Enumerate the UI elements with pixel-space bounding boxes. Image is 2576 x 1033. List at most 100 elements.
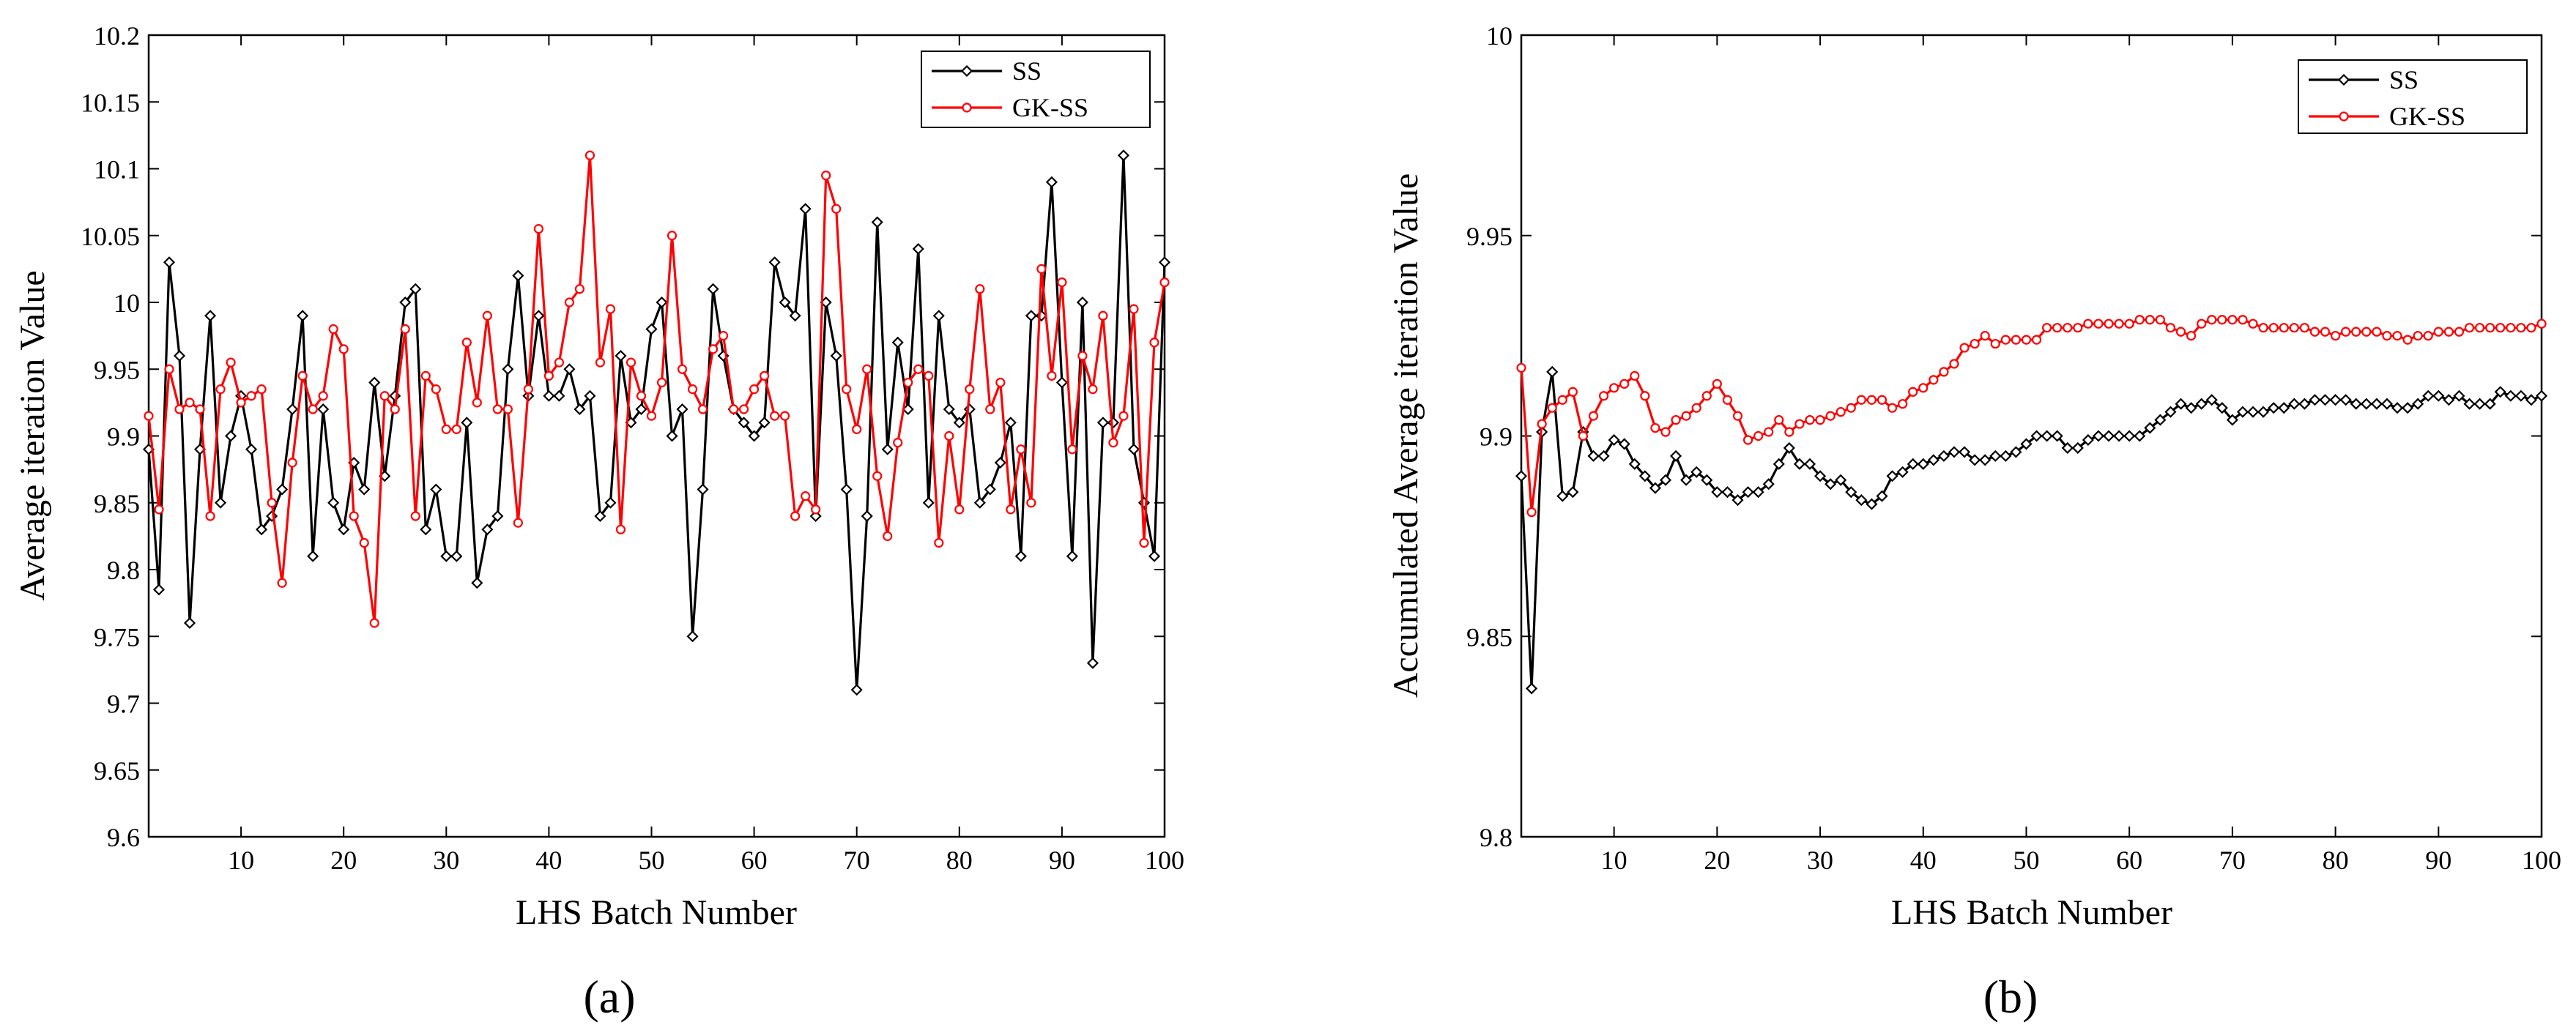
data-point [574,284,585,294]
data-point [1927,454,1940,466]
data-point [595,357,606,368]
data-point [2061,441,2074,454]
data-point [297,310,309,322]
data-point [2093,318,2104,329]
data-point [1866,395,1877,405]
data-point [1650,422,1660,433]
data-point [697,404,708,414]
data-point [2246,406,2260,418]
data-point [1793,458,1805,470]
x-tick-label: 80 [2323,846,2349,875]
data-point [2134,430,2146,442]
data-point [461,417,473,429]
data-point [1814,470,1827,482]
data-point [1886,470,1898,482]
data-point [338,523,350,536]
data-point [564,297,575,307]
data-point [1712,378,1722,389]
data-point [1515,470,1528,482]
data-point [2051,430,2063,442]
y-tick-label: 9.65 [94,756,140,786]
data-point [317,403,330,416]
data-point [2514,389,2527,402]
data-point [1057,277,1067,288]
data-point [1546,365,1559,378]
legend-label: GK-SS [2389,102,2465,131]
data-point [2402,335,2413,345]
data-point [2361,327,2372,337]
data-point [677,364,688,374]
data-point [2392,331,2402,341]
data-point [656,296,668,309]
data-point [830,349,842,362]
data-point [934,537,944,548]
data-point [1980,331,1990,341]
data-point [204,310,217,322]
data-point [2154,414,2167,426]
data-point [1671,414,1681,425]
data-point [513,518,523,528]
data-point [645,323,658,335]
data-point [831,204,842,214]
data-point [349,511,359,521]
x-axis-label: LHS Batch Number [516,893,797,932]
data-point [1753,430,1764,441]
data-point [984,483,996,496]
data-point [912,242,924,256]
data-point [1618,438,1630,450]
data-point [1845,486,1857,499]
data-point [1836,407,1846,417]
data-point [2525,394,2537,406]
data-point [1077,351,1088,361]
x-tick-label: 50 [638,846,664,875]
legend-item-gk-ss: GK-SS [932,93,1088,122]
data-point [760,370,770,381]
y-tick-label: 9.7 [107,690,140,719]
data-point [1784,427,1794,437]
data-point [790,511,801,521]
x-tick-label: 40 [535,846,562,875]
data-point [563,363,576,376]
data-point [749,384,760,395]
data-point [472,398,482,408]
x-tick-label: 60 [741,846,768,875]
data-point [2011,335,2021,345]
data-point [2217,315,2227,325]
data-point [2145,315,2155,325]
data-point [584,389,596,402]
data-point [811,504,821,515]
data-point [2494,386,2506,398]
data-point [1898,399,1908,409]
y-tick-label: 9.95 [1466,222,1512,251]
data-point [1979,454,1992,466]
data-point [152,583,166,596]
y-tick-label: 10.05 [81,222,140,251]
data-point [2102,430,2115,442]
data-point [1014,550,1027,562]
data-point [287,458,297,468]
data-point [2207,315,2217,325]
data-point [2083,318,2093,329]
data-point [872,471,883,481]
data-point [1649,482,1661,494]
data-point [2257,406,2270,418]
data-point [1619,378,1630,389]
data-point [1969,454,1981,466]
data-point [2205,394,2218,406]
data-point [1783,441,1795,454]
data-point [1660,427,1671,437]
data-point [2289,323,2299,333]
data-point [2433,327,2443,337]
data-point [789,310,801,322]
data-point [1918,383,1929,393]
data-point [1989,450,2002,462]
data-point [2134,315,2145,325]
data-point [1108,438,1118,448]
legend: SS GK-SS [921,51,1151,128]
chart-panel-b: 9.8 9.85 9.9 9.95 10 10 20 30 40 50 60 70 80 90 100 S… [1387,21,2561,1023]
data-point [1803,458,1816,470]
data-point [943,403,955,416]
legend-label: SS [2389,65,2419,94]
x-tick-label: 50 [2013,846,2039,875]
